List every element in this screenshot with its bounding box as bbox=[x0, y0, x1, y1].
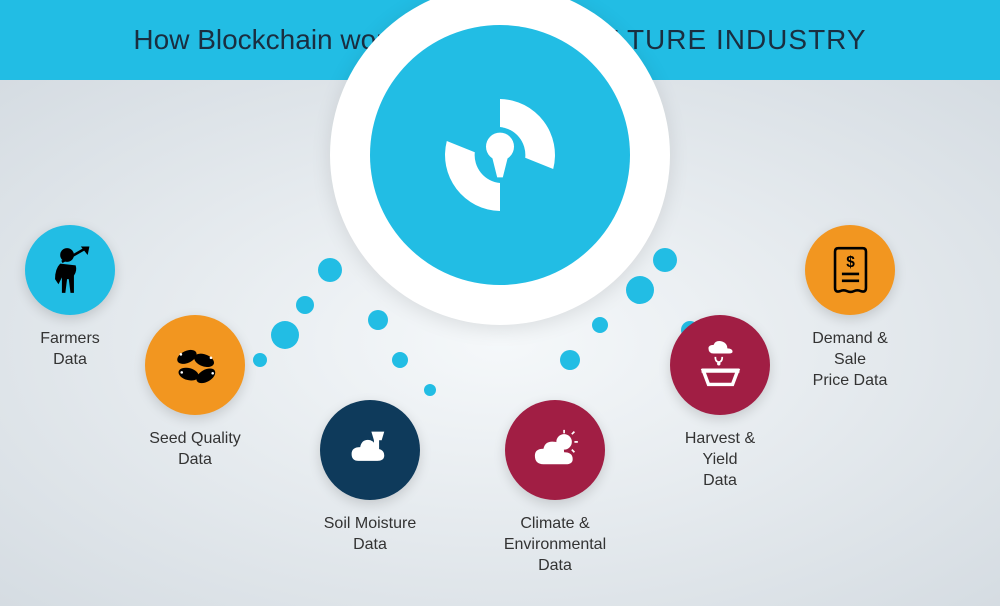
connector-dot bbox=[253, 353, 267, 367]
price-document-icon: $ bbox=[805, 225, 895, 315]
node-label-seed: Seed QualityData bbox=[149, 429, 241, 471]
main-diagram: FarmersData Seed QualityData Soil Moisture… bbox=[0, 80, 1000, 606]
node-climate: Climate & EnvironmentalData bbox=[505, 400, 605, 576]
node-label-demand: Demand & SalePrice Data bbox=[805, 329, 895, 391]
soil-moisture-icon bbox=[320, 400, 420, 500]
seeds-icon bbox=[145, 315, 245, 415]
farmer-icon bbox=[25, 225, 115, 315]
node-demand: $ Demand & SalePrice Data bbox=[805, 225, 895, 391]
connector-dot bbox=[560, 350, 580, 370]
node-label-farmers: FarmersData bbox=[40, 329, 100, 371]
harvest-rain-icon bbox=[670, 315, 770, 415]
node-soil: Soil MoistureData bbox=[320, 400, 420, 556]
node-label-soil: Soil MoistureData bbox=[324, 514, 416, 556]
node-label-harvest: Harvest & YieldData bbox=[670, 429, 770, 491]
connector-dot bbox=[271, 321, 299, 349]
connector-dot bbox=[392, 352, 408, 368]
connector-dot bbox=[424, 384, 436, 396]
node-seed: Seed QualityData bbox=[145, 315, 245, 471]
svg-text:$: $ bbox=[846, 254, 855, 271]
node-harvest: Harvest & YieldData bbox=[670, 315, 770, 491]
connector-dot bbox=[368, 310, 388, 330]
cloud-sun-icon bbox=[505, 400, 605, 500]
connector-dot bbox=[592, 317, 608, 333]
connector-dot bbox=[296, 296, 314, 314]
central-hub bbox=[330, 0, 670, 325]
central-hub-inner bbox=[370, 25, 630, 285]
connector-dot bbox=[653, 248, 677, 272]
connector-dot bbox=[318, 258, 342, 282]
node-farmers: FarmersData bbox=[25, 225, 115, 371]
node-label-climate: Climate & EnvironmentalData bbox=[504, 514, 606, 576]
keyhole-swirl-icon bbox=[430, 85, 570, 225]
connector-dot bbox=[626, 276, 654, 304]
